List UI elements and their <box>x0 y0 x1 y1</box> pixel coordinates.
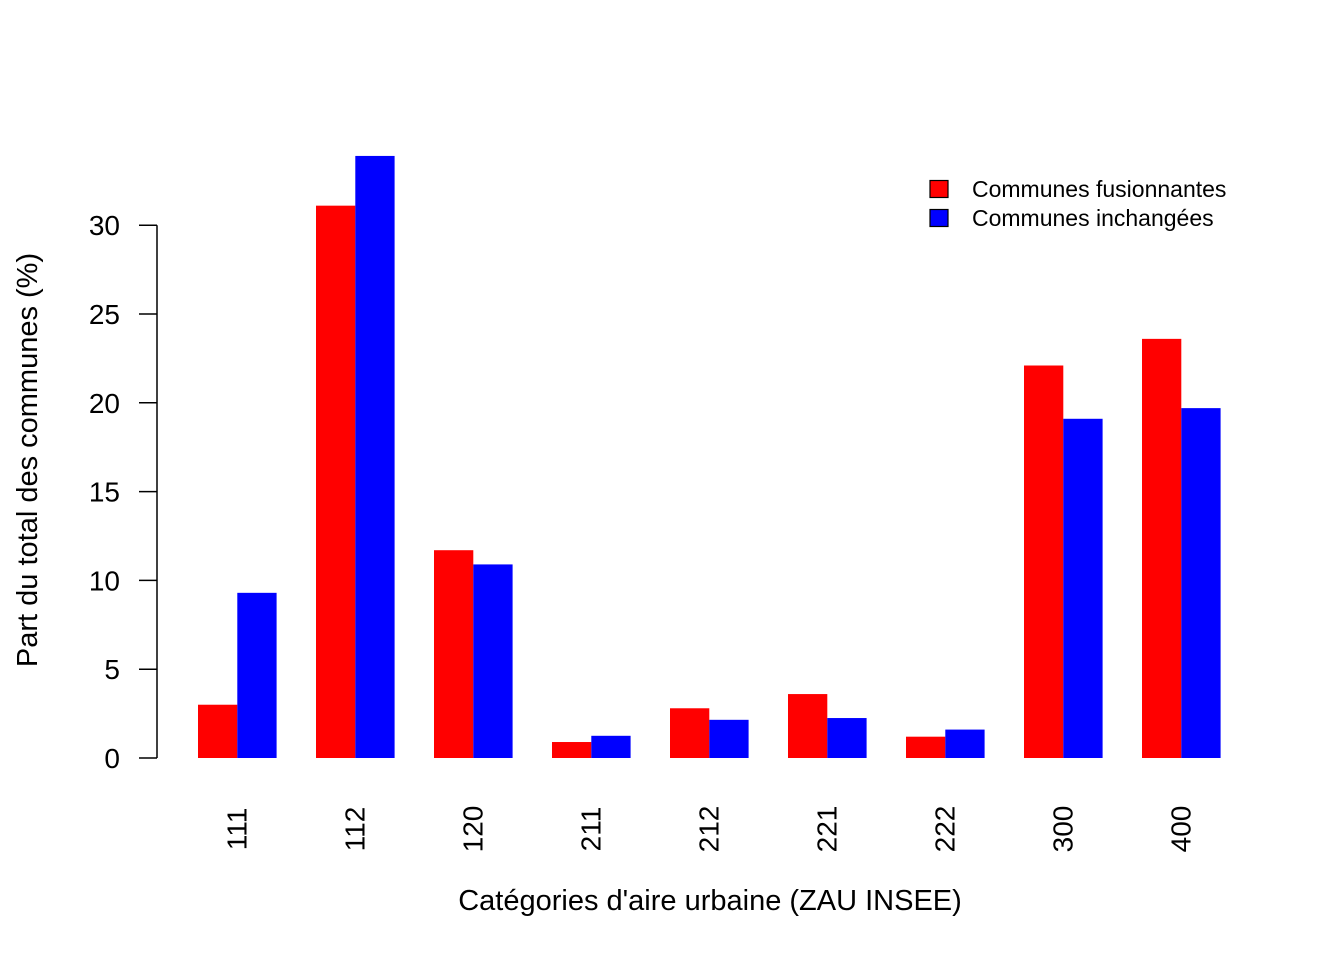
bar-400-series-2 <box>1181 408 1221 758</box>
bar-300-series-1 <box>1024 365 1064 758</box>
y-axis: 0 5 10 15 20 25 30 <box>89 210 158 774</box>
x-tick-label-212: 212 <box>693 806 724 853</box>
bar-112-series-1 <box>316 205 356 758</box>
legend-label-1: Communes fusionnantes <box>972 176 1226 202</box>
bars-group <box>198 155 1221 758</box>
bar-120-series-1 <box>434 550 474 758</box>
x-tick-label-211: 211 <box>575 807 606 852</box>
legend-swatch-1 <box>929 179 949 199</box>
y-tick-label-10: 10 <box>89 565 120 596</box>
bar-212-series-2 <box>709 719 749 758</box>
y-axis-title: Part du total des communes (%) <box>12 253 44 667</box>
legend-swatch-2 <box>929 208 949 228</box>
y-tick-label-25: 25 <box>89 299 120 330</box>
bar-120-series-2 <box>473 564 513 758</box>
x-axis: 111 112 120 211 212 221 222 300 400 <box>221 806 1196 853</box>
bar-221-series-2 <box>827 718 867 758</box>
bar-211-series-1 <box>552 742 592 758</box>
x-tick-label-112: 112 <box>339 807 370 852</box>
y-tick-label-15: 15 <box>89 477 120 508</box>
x-tick-label-222: 222 <box>929 806 960 853</box>
x-tick-label-111: 111 <box>221 808 252 851</box>
legend-label-2: Communes inchangées <box>972 205 1214 231</box>
legend: Communes fusionnantes Communes inchangées <box>929 176 1226 231</box>
bar-222-series-1 <box>906 736 946 758</box>
bar-222-series-2 <box>945 729 985 758</box>
bar-111-series-2 <box>237 592 277 758</box>
y-tick-label-30: 30 <box>89 210 120 241</box>
bar-111-series-1 <box>198 704 238 758</box>
y-tick-label-0: 0 <box>104 743 120 774</box>
x-axis-title: Catégories d'aire urbaine (ZAU INSEE) <box>458 885 962 917</box>
bar-212-series-1 <box>670 708 710 758</box>
x-tick-label-300: 300 <box>1047 806 1078 853</box>
y-tick-label-5: 5 <box>104 654 120 685</box>
bar-221-series-1 <box>788 694 828 758</box>
x-tick-label-120: 120 <box>457 806 488 853</box>
bar-211-series-2 <box>591 735 631 758</box>
x-tick-label-400: 400 <box>1165 806 1196 853</box>
bar-112-series-2 <box>355 155 395 758</box>
bar-300-series-2 <box>1063 418 1103 758</box>
y-tick-label-20: 20 <box>89 388 120 419</box>
bar-400-series-1 <box>1142 338 1182 758</box>
x-tick-label-221: 221 <box>811 806 842 853</box>
